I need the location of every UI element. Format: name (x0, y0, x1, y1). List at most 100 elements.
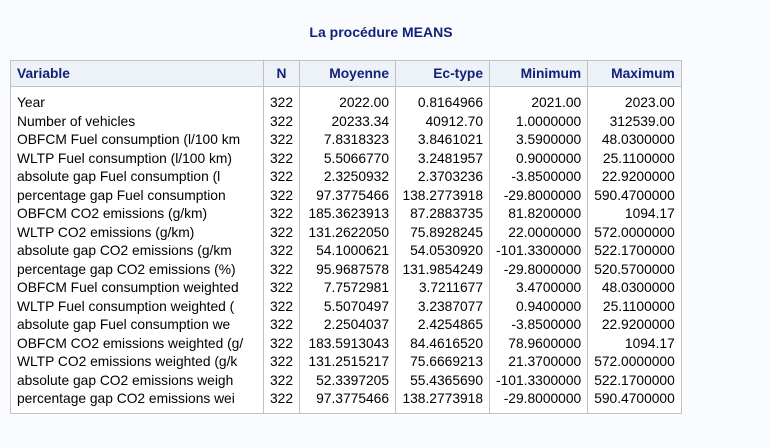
n-cell: 322 (270, 243, 294, 258)
variable-cell: WLTP Fuel consumption weighted ( (17, 298, 235, 314)
mean-cell: 7.8318323 (323, 132, 390, 147)
variable-cell: OBFCM CO2 emissions weighted (g/ (17, 335, 244, 351)
min-cell: 2021.00 (531, 95, 582, 110)
n-cell: 322 (270, 150, 294, 166)
n-cell: 322 (270, 354, 294, 369)
mean-cell: 185.3623913 (308, 206, 390, 221)
max-cell: 572.0000000 (594, 354, 675, 369)
n-cell: 322 (270, 372, 294, 388)
mean-cell: 52.3397205 (316, 372, 390, 388)
n-cell: 322 (270, 224, 294, 240)
min-cell: -101.3300000 (496, 372, 582, 388)
variable-cell: OBFCM Fuel consumption (l/100 km (17, 132, 241, 147)
header-max: Maximum (587, 60, 682, 87)
max-cell: 48.0300000 (601, 132, 675, 147)
min-cell: 0.9000000 (515, 150, 582, 166)
std-cell: 54.0530920 (410, 243, 484, 258)
min-cell: 3.5900000 (515, 132, 582, 147)
mean-cell: 20233.34 (331, 113, 390, 129)
page-title: La procédure MEANS (309, 24, 453, 40)
variable-cell: absolute gap Fuel consumption we (17, 317, 231, 332)
mean-cell: 95.9687578 (316, 261, 390, 277)
min-cell: 81.8200000 (508, 206, 582, 221)
variable-cell: WLTP CO2 emissions weighted (g/k (17, 354, 238, 369)
std-cell: 131.9854249 (402, 261, 484, 277)
variable-cell: percentage gap Fuel consumption (17, 187, 226, 203)
header-min: Minimum (489, 60, 589, 87)
max-column: 2023.00 312539.00 48.0300000 25.1100000 22.9… (587, 86, 682, 414)
min-cell: 21.3700000 (508, 354, 582, 369)
mean-cell: 131.2515217 (308, 354, 390, 369)
variable-cell: absolute gap CO2 emissions (g/km (17, 243, 232, 258)
variable-cell: Number of vehicles (17, 113, 136, 129)
min-cell: 22.0000000 (508, 224, 582, 240)
n-cell: 322 (270, 280, 294, 295)
std-cell: 2.3703236 (417, 169, 484, 184)
min-cell: -29.8000000 (503, 391, 582, 406)
mean-cell: 5.5066770 (323, 150, 390, 166)
max-cell: 25.1100000 (602, 150, 675, 166)
max-cell: 25.1100000 (602, 298, 675, 314)
max-cell: 522.1700000 (594, 243, 675, 258)
max-cell: 590.4700000 (594, 187, 675, 203)
std-cell: 3.2387077 (417, 298, 484, 314)
min-cell: -3.8500000 (511, 317, 582, 332)
mean-column: 2022.00 20233.34 7.8318323 5.5066770 2.32509… (299, 86, 397, 414)
max-cell: 48.0300000 (601, 280, 675, 295)
max-cell: 1094.17 (624, 206, 675, 221)
std-cell: 40912.70 (425, 113, 484, 129)
variable-column: Year Number of vehicles OBFCM Fuel consump… (10, 86, 264, 414)
max-cell: 312539.00 (609, 113, 675, 129)
max-cell: 520.5700000 (594, 261, 675, 277)
min-cell: 3.4700000 (515, 280, 582, 295)
mean-cell: 5.5070497 (323, 298, 390, 314)
mean-cell: 54.1000621 (316, 243, 390, 258)
std-cell: 2.4254865 (417, 317, 484, 332)
max-cell: 22.9200000 (601, 317, 675, 332)
means-table: Variable N Moyenne Ec-type Minimum Maxim… (10, 60, 682, 414)
std-cell: 138.2773918 (402, 187, 484, 203)
std-cell: 0.8164966 (417, 95, 484, 110)
n-cell: 322 (270, 261, 294, 277)
mean-cell: 2022.00 (339, 95, 390, 110)
variable-cell: WLTP CO2 emissions (g/km) (17, 224, 195, 240)
std-cell: 3.2481957 (417, 150, 484, 166)
max-cell: 522.1700000 (594, 372, 675, 388)
mean-cell: 97.3775466 (316, 187, 390, 203)
mean-cell: 183.5913043 (308, 335, 390, 351)
mean-cell: 7.7572981 (323, 280, 390, 295)
n-cell: 322 (270, 169, 294, 184)
min-cell: -101.3300000 (496, 243, 582, 258)
variable-cell: absolute gap Fuel consumption (l (17, 169, 221, 184)
min-cell: -29.8000000 (503, 261, 582, 277)
mean-cell: 131.2622050 (308, 224, 390, 240)
n-cell: 322 (270, 132, 294, 147)
std-cell: 3.8461021 (417, 132, 484, 147)
variable-cell: absolute gap CO2 emissions weigh (17, 372, 234, 388)
mean-cell: 2.3250932 (323, 169, 390, 184)
variable-cell: Year (17, 95, 45, 110)
mean-cell: 2.2504037 (323, 317, 390, 332)
max-cell: 2023.00 (624, 95, 675, 110)
min-cell: 78.9600000 (508, 335, 582, 351)
n-cell: 322 (270, 113, 294, 129)
max-cell: 1094.17 (624, 335, 675, 351)
std-cell: 87.2883735 (410, 206, 484, 221)
header-n: N (262, 60, 301, 87)
n-cell: 322 (270, 391, 294, 406)
std-cell: 138.2773918 (402, 391, 484, 406)
std-cell: 55.4365690 (410, 372, 484, 388)
n-column: 322 322 322 322 322 322 322 322 322 322 322 322 322 3… (262, 86, 301, 414)
std-cell: 75.6669213 (410, 354, 484, 369)
header-std: Ec-type (395, 60, 491, 87)
std-cell: 3.7211677 (418, 280, 484, 295)
mean-cell: 97.3775466 (316, 391, 390, 406)
n-cell: 322 (270, 95, 294, 110)
std-column: 0.8164966 40912.70 3.8461021 3.2481957 2.370… (395, 86, 491, 414)
min-cell: -3.8500000 (511, 169, 582, 184)
min-cell: 1.0000000 (515, 113, 582, 129)
n-cell: 322 (270, 298, 294, 314)
n-cell: 322 (270, 317, 294, 332)
variable-cell: percentage gap CO2 emissions (%) (17, 261, 236, 277)
max-cell: 22.9200000 (601, 169, 675, 184)
